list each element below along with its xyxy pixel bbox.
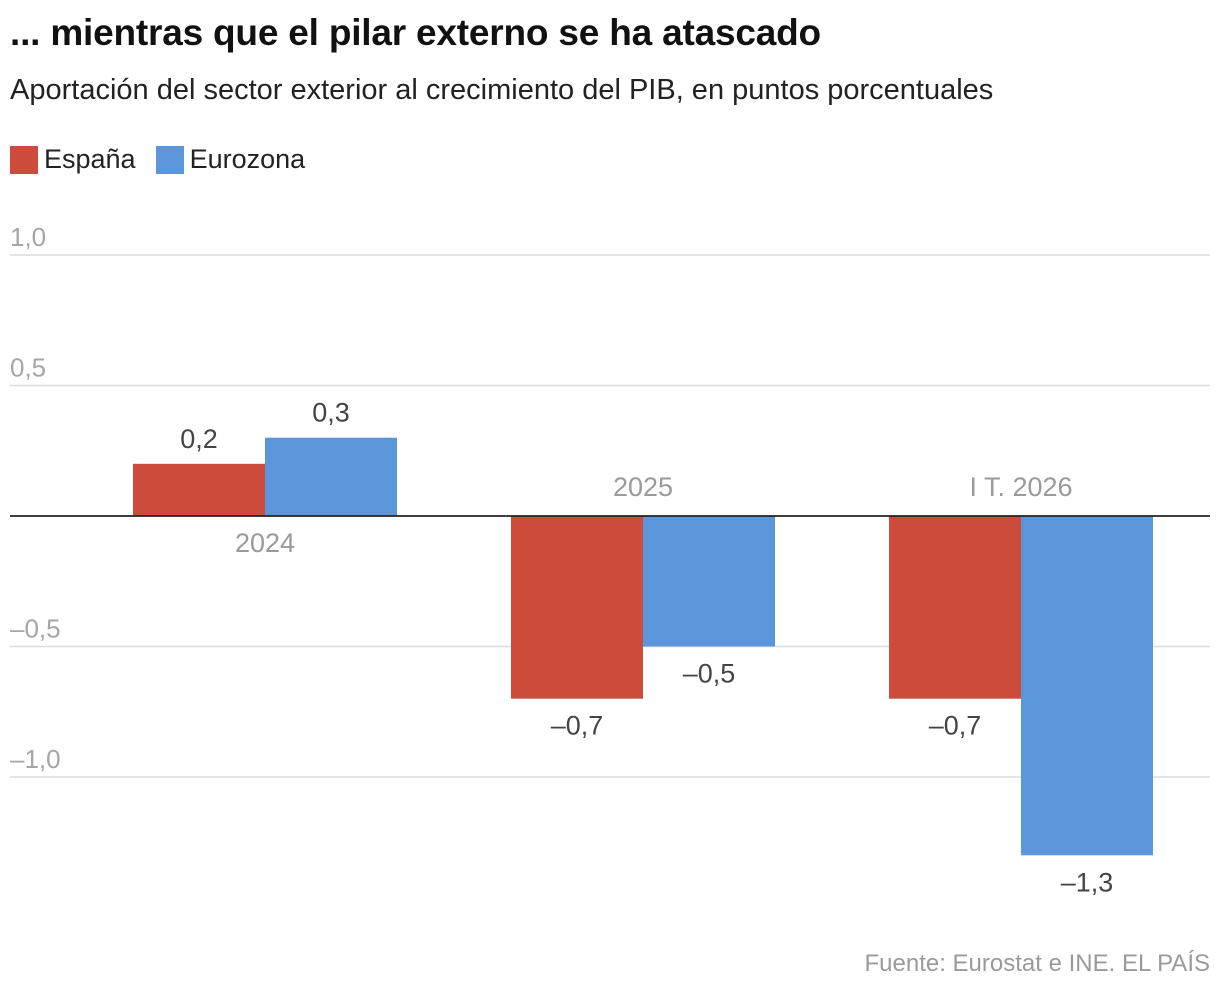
bar-eurozona [1021,516,1153,856]
y-tick-label: –0,5 [10,614,61,644]
legend-swatch-espana [10,145,38,174]
y-tick-label: 1,0 [10,222,46,252]
bar-eurozona [265,437,397,516]
legend-swatch-eurozona [155,145,184,174]
legend-item-espana: España [10,144,136,175]
y-tick-label: 0,5 [10,353,46,383]
category-label: 2025 [613,472,673,502]
data-label: 0,2 [180,424,218,454]
y-tick-label: –1,0 [10,744,61,774]
legend: España Eurozona [10,144,325,175]
source-note: Fuente: Eurostat e INE. EL PAÍS [864,950,1210,977]
bar-eurozona [643,516,775,647]
bar-espana [511,516,643,699]
category-label: I T. 2026 [969,472,1072,502]
data-label: –0,5 [683,659,736,689]
data-label: –0,7 [551,711,604,741]
bar-espana [133,463,265,516]
category-label: 2024 [235,528,295,558]
legend-label-eurozona: Eurozona [189,144,306,174]
legend-label-espana: España [44,144,136,174]
chart-title: ... mientras que el pilar externo se ha … [10,12,821,53]
data-label: –1,3 [1061,867,1114,897]
chart-subtitle: Aportación del sector exterior al crecim… [10,74,994,106]
legend-item-eurozona: Eurozona [155,144,306,175]
data-label: 0,3 [312,398,350,428]
bar-espana [889,516,1021,699]
data-label: –0,7 [929,711,982,741]
